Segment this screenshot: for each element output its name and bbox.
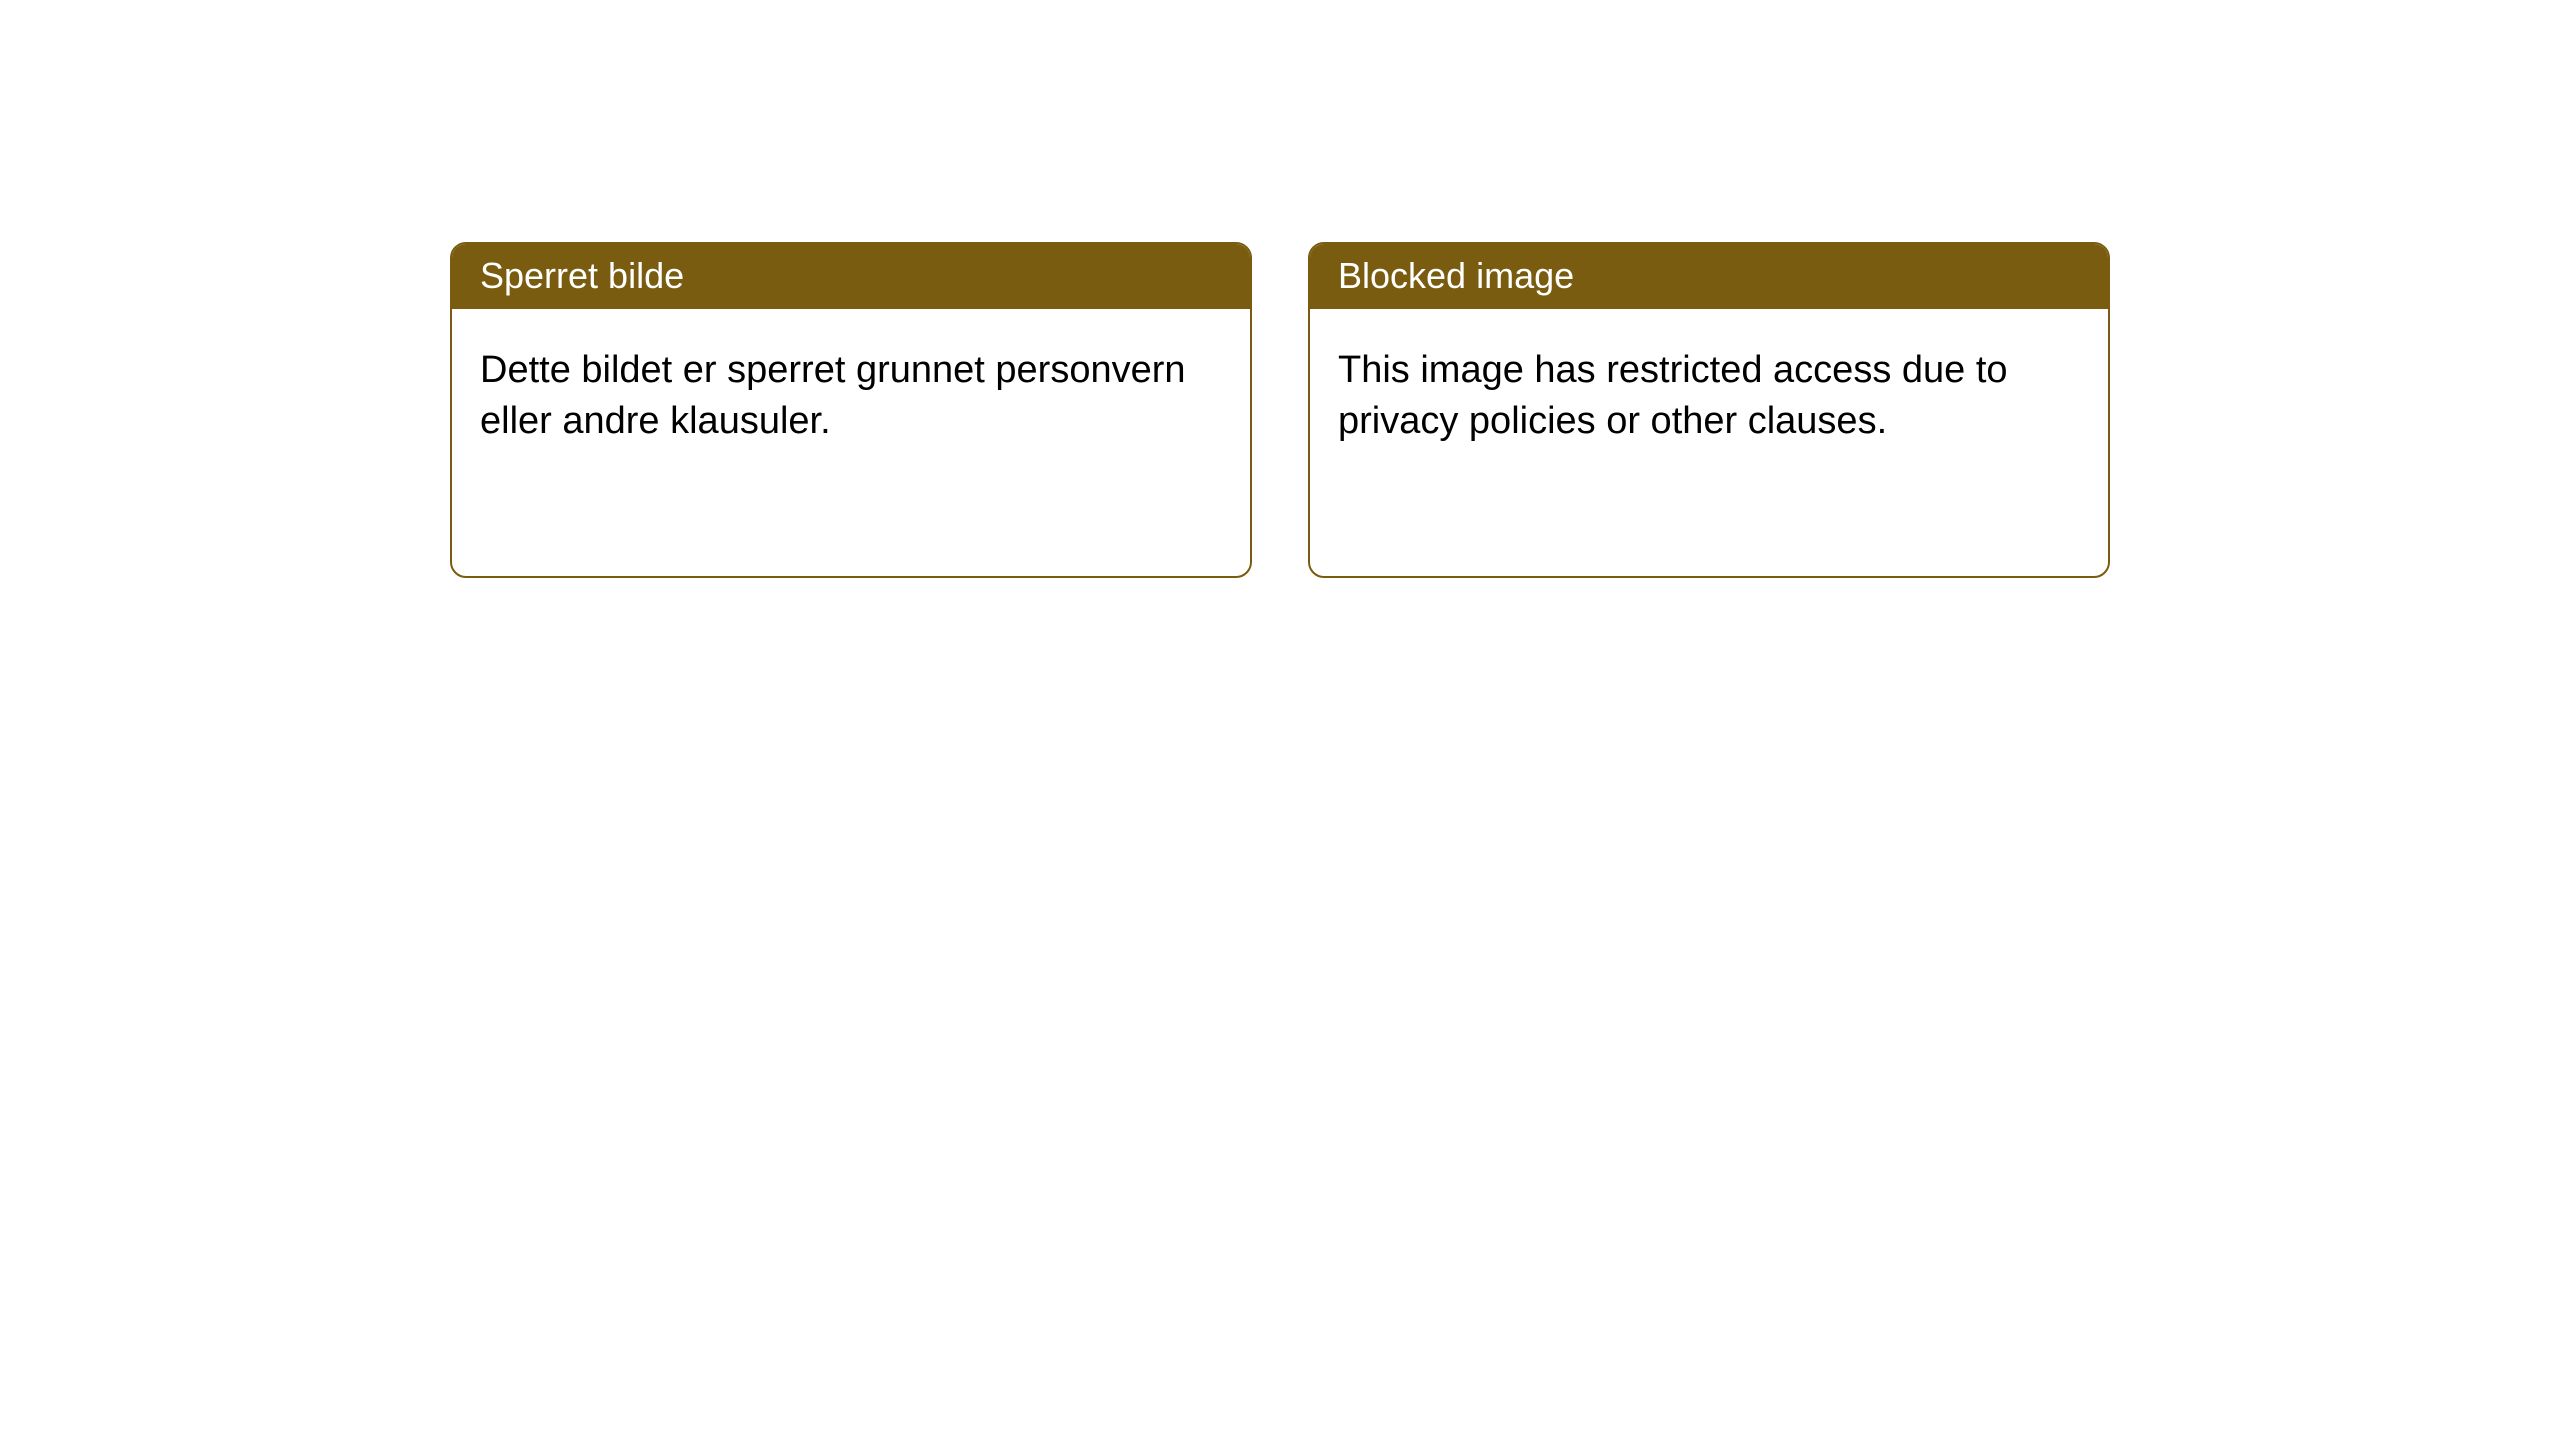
notice-body-norwegian: Dette bildet er sperret grunnet personve… xyxy=(452,309,1250,476)
notice-box-norwegian: Sperret bilde Dette bildet er sperret gr… xyxy=(450,242,1252,578)
notice-title-norwegian: Sperret bilde xyxy=(452,244,1250,309)
notice-container: Sperret bilde Dette bildet er sperret gr… xyxy=(0,0,2560,578)
notice-body-english: This image has restricted access due to … xyxy=(1310,309,2108,476)
notice-title-english: Blocked image xyxy=(1310,244,2108,309)
notice-box-english: Blocked image This image has restricted … xyxy=(1308,242,2110,578)
